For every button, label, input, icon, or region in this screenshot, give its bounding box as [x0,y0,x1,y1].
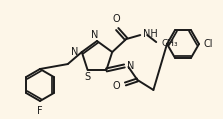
Text: N: N [71,47,79,57]
Text: Cl: Cl [203,39,213,49]
Text: CH₃: CH₃ [161,39,178,48]
Text: NH: NH [143,29,158,39]
Text: N: N [127,61,135,71]
Text: O: O [112,14,120,24]
Text: N: N [91,30,99,40]
Text: F: F [37,106,43,116]
Text: O: O [113,81,120,91]
Text: S: S [85,72,91,82]
